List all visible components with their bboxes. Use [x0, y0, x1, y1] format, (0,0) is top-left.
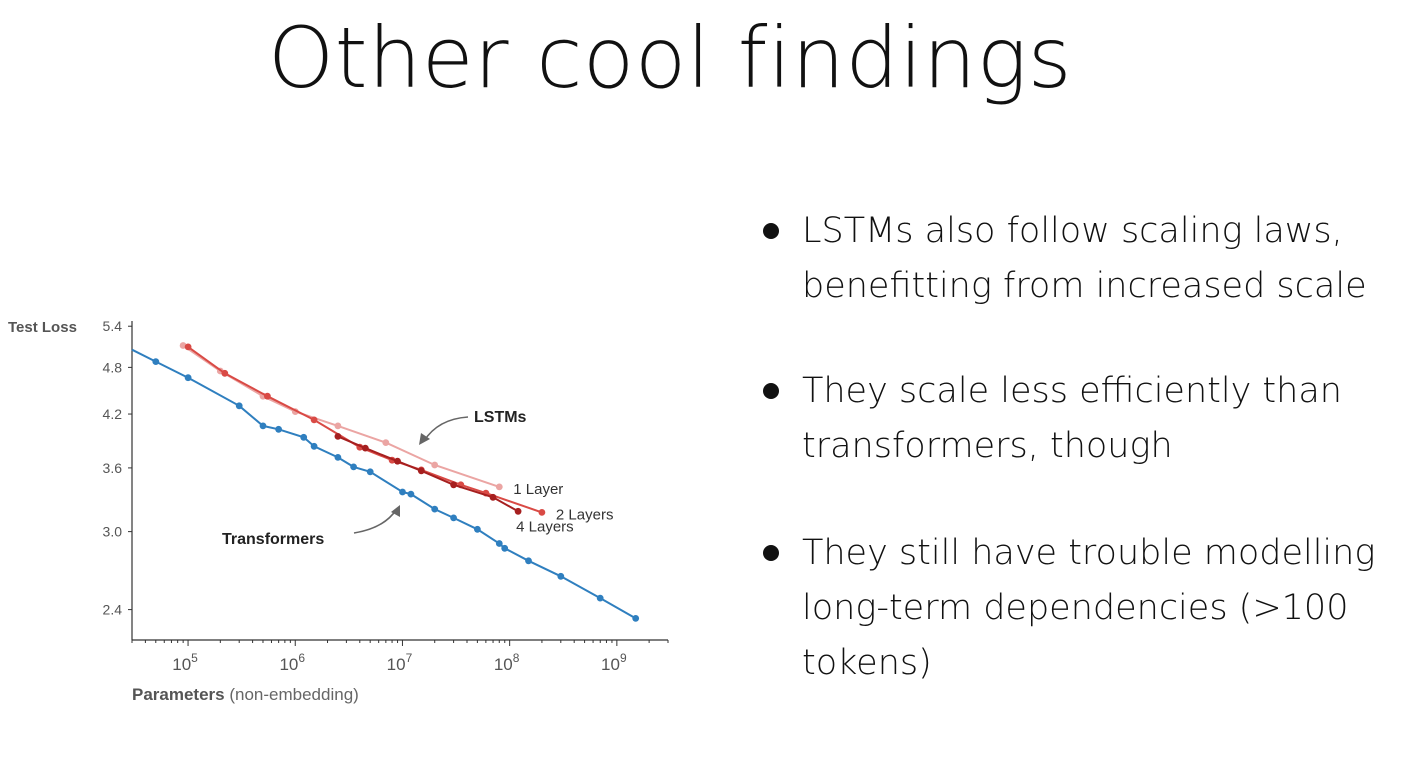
data-point: [538, 509, 546, 516]
data-point: [275, 425, 282, 433]
data-point: [450, 514, 457, 522]
y-tick-label: 3.6: [103, 460, 123, 476]
series-label-3: 4 Layers: [516, 518, 574, 535]
data-point: [501, 544, 509, 552]
data-point: [350, 463, 357, 471]
data-point: [450, 481, 457, 489]
data-point: [394, 457, 401, 465]
data-point: [184, 374, 192, 382]
x-tick-label: 106: [279, 651, 305, 674]
annotation-arrowhead-transformers: [391, 505, 400, 517]
bullet-lstm-scaling: LSTMs also follow scaling laws, benefitt…: [760, 204, 1380, 314]
data-point: [514, 507, 522, 515]
x-tick-label: 107: [387, 651, 413, 674]
series-label-1: 1 Layer: [513, 481, 563, 498]
data-point: [366, 468, 374, 476]
series-line-0: [131, 348, 637, 620]
series-line-2: [187, 346, 543, 514]
data-point: [361, 444, 369, 452]
y-tick-label: 2.4: [103, 602, 123, 618]
data-point: [525, 557, 532, 565]
data-point: [259, 422, 267, 430]
bullet-long-term-deps: They still have trouble modelling long-t…: [760, 526, 1380, 691]
data-point: [184, 343, 192, 351]
data-point: [334, 454, 342, 461]
chart-axes: 2.4 3.0 3.6 4.2 4.8 5.4 105 106 107 108 109: [103, 318, 669, 674]
data-point: [417, 467, 425, 475]
data-point: [310, 442, 318, 450]
scaling-chart: 2.4 3.0 3.6 4.2 4.8 5.4 105 106 107 108 109 Test L…: [8, 318, 669, 704]
slide-title: Other cool findings: [268, 9, 1072, 107]
data-point: [596, 594, 604, 602]
data-point: [382, 439, 390, 446]
y-tick-label: 3.0: [103, 524, 123, 540]
data-point: [632, 615, 640, 622]
data-point: [489, 493, 497, 501]
annotation-arrow-transformers: [353, 509, 397, 534]
data-point: [310, 416, 318, 424]
data-point: [235, 402, 243, 410]
series-line-1: [182, 344, 500, 488]
data-point: [495, 483, 503, 491]
data-point: [399, 488, 406, 496]
data-point: [557, 572, 565, 580]
data-point: [431, 461, 439, 469]
data-point: [431, 505, 439, 513]
x-tick-label: 109: [601, 651, 627, 674]
y-tick-label: 4.2: [103, 406, 123, 422]
x-tick-label: 108: [494, 651, 520, 674]
chart-labels: Test Loss Parameters (non-embedding) 1 Lay…: [8, 319, 613, 704]
series-label-2: 2 Layers: [556, 506, 614, 523]
data-point: [264, 392, 271, 400]
chart-series: [131, 342, 640, 622]
data-point: [152, 358, 160, 365]
data-point: [300, 433, 308, 441]
data-point: [474, 525, 481, 533]
bullet-less-efficient: They scale less efficiently than transfo…: [760, 364, 1380, 474]
data-point: [407, 490, 415, 498]
bullet-list: LSTMs also follow scaling laws, benefitt…: [760, 204, 1380, 691]
data-point: [334, 433, 342, 440]
annotation-arrowhead-lstms: [419, 433, 430, 445]
x-tick-label: 105: [172, 651, 198, 674]
y-axis-title: Test Loss: [8, 319, 77, 336]
data-point: [221, 369, 229, 377]
data-point: [495, 540, 503, 547]
y-tick-label: 5.4: [103, 318, 123, 334]
annotation-transformers: Transformers: [222, 531, 324, 548]
annotation-lstms: LSTMs: [474, 409, 527, 426]
y-tick-label: 4.8: [103, 359, 123, 375]
annotation-arrow-lstms: [423, 416, 469, 442]
x-axis-title: Parameters (non-embedding): [132, 685, 359, 704]
data-point: [334, 422, 342, 430]
